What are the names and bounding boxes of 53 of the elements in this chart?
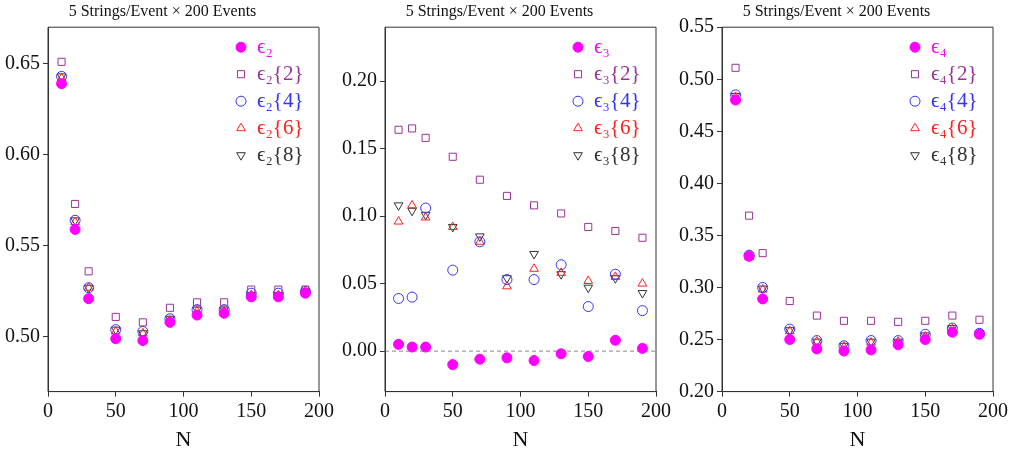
- y-tick-label: 0.65: [5, 50, 40, 73]
- x-tick-label: 200: [641, 398, 671, 421]
- y-tick-label: 0.50: [5, 324, 40, 347]
- legend-label: ϵ₃{6}: [594, 114, 641, 139]
- x-tick-label: 50: [779, 398, 800, 421]
- x-tick-label: 150: [573, 398, 604, 421]
- x-tick-label: 0: [380, 398, 390, 421]
- x-tick-label: 200: [304, 398, 334, 421]
- x-axis-title: N: [849, 425, 866, 451]
- y-tick-label: 0.35: [679, 222, 714, 245]
- x-tick-label: 50: [105, 398, 126, 421]
- y-tick-label: 0.45: [679, 118, 714, 141]
- legend-label: ϵ₃{2}: [594, 60, 641, 85]
- x-tick-label: 150: [236, 398, 267, 421]
- x-axis-title: N: [512, 425, 529, 451]
- x-axis-title: N: [175, 425, 192, 451]
- legend-label: ϵ₂{2}: [257, 60, 304, 85]
- y-tick-label: 0.30: [679, 274, 714, 297]
- x-tick-label: 100: [505, 398, 536, 421]
- y-tick-label: 0.60: [5, 141, 40, 164]
- legend-label: ϵ₄{2}: [931, 60, 978, 85]
- legend-label: ϵ₄{4}: [931, 87, 978, 112]
- x-tick-label: 50: [442, 398, 463, 421]
- legend-label: ϵ₄: [931, 33, 947, 58]
- x-tick-label: 100: [168, 398, 199, 421]
- legend-label: ϵ₄{8}: [931, 141, 978, 166]
- y-tick-label: 0.20: [342, 68, 377, 91]
- y-tick-label: 0.40: [679, 170, 714, 193]
- x-tick-label: 150: [910, 398, 941, 421]
- legend-label: ϵ₂{8}: [257, 141, 304, 166]
- legend-label: ϵ₂{4}: [257, 87, 304, 112]
- x-tick-label: 100: [842, 398, 873, 421]
- x-tick-label: 0: [43, 398, 53, 421]
- y-tick-label: 0.55: [5, 233, 40, 256]
- legend-label: ϵ₃: [594, 33, 610, 58]
- y-tick-label: 0.00: [342, 338, 377, 361]
- legend-label: ϵ₄{6}: [931, 114, 978, 139]
- x-tick-label: 200: [978, 398, 1008, 421]
- y-tick-label: 0.10: [342, 203, 377, 226]
- y-tick-label: 0.55: [679, 14, 714, 37]
- y-tick-label: 0.25: [679, 326, 714, 349]
- legend-label: ϵ₂: [257, 33, 273, 58]
- legend-label: ϵ₂{6}: [257, 114, 304, 139]
- legend-label: ϵ₃{4}: [594, 87, 641, 112]
- y-tick-label: 0.50: [679, 66, 714, 89]
- y-tick-label: 0.05: [342, 270, 377, 293]
- chart-title: 5 Strings/Event × 200 Events: [742, 1, 931, 20]
- y-tick-label: 0.15: [342, 135, 377, 158]
- legend-label: ϵ₃{8}: [594, 141, 641, 166]
- y-tick-label: 0.20: [679, 378, 714, 401]
- chart-title: 5 Strings/Event × 200 Events: [68, 1, 257, 20]
- chart-title: 5 Strings/Event × 200 Events: [405, 1, 594, 20]
- x-tick-label: 0: [717, 398, 727, 421]
